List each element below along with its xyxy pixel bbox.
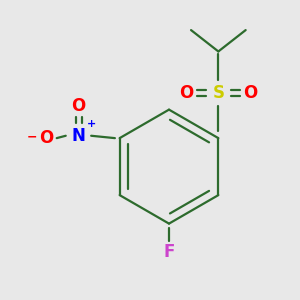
Text: O: O [243,84,257,102]
Text: +: + [87,119,97,129]
Text: O: O [39,129,53,147]
Text: F: F [163,243,175,261]
Text: O: O [71,97,85,115]
Text: N: N [71,127,85,145]
Text: O: O [179,84,194,102]
Text: −: − [27,130,38,143]
Text: S: S [212,84,224,102]
